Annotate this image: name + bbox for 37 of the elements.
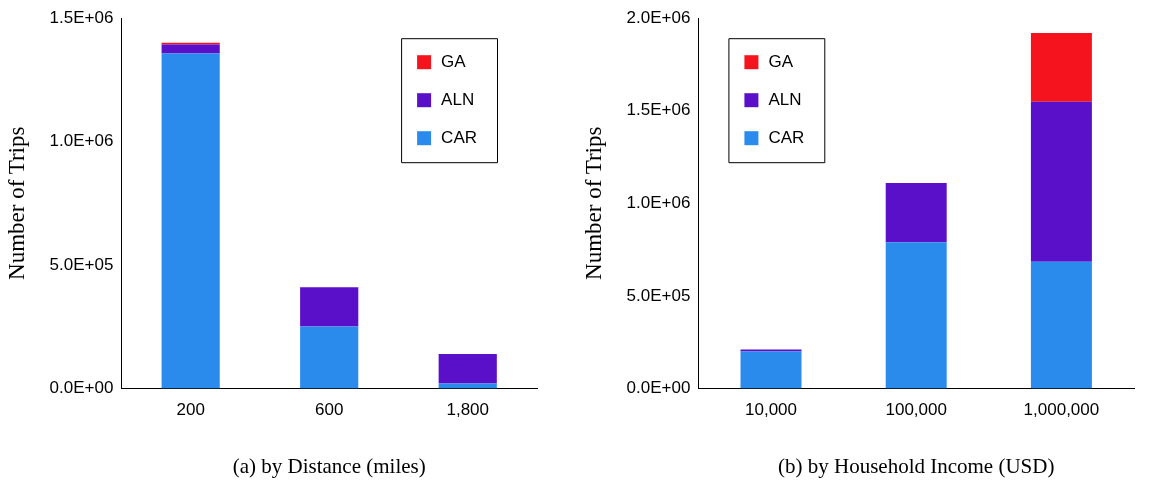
bar [161, 44, 220, 54]
x-tick-label: 10,000 [745, 400, 798, 420]
x-tick-label: 1,800 [446, 400, 490, 420]
bar [438, 383, 497, 389]
legend-label: ALN [768, 89, 802, 109]
y-tick-label: 2.0E+06 [626, 7, 691, 27]
x-tick-label: 200 [176, 400, 205, 420]
y-tick-label: 1.5E+06 [626, 100, 691, 120]
y-tick-label: 1.0E+06 [49, 131, 114, 151]
x-axis-title: (a) by Distance (miles) [232, 453, 426, 478]
x-tick-label: 600 [315, 400, 344, 420]
legend-label: CAR [768, 127, 805, 147]
y-tick-label: 0.0E+00 [626, 378, 691, 398]
y-tick-label: 1.5E+06 [49, 7, 114, 27]
legend-label: GA [441, 51, 467, 71]
bar [885, 242, 947, 389]
bar [1030, 261, 1092, 389]
y-axis-title: Number of Trips [580, 126, 606, 280]
legend-label: GA [768, 51, 794, 71]
legend-label: ALN [441, 89, 475, 109]
y-tick-label: 5.0E+05 [626, 285, 691, 305]
y-tick-label: 5.0E+05 [49, 254, 114, 274]
y-axis-title: Number of Trips [3, 126, 29, 280]
bar [740, 351, 802, 389]
bar [300, 287, 359, 327]
x-tick-label: 100,000 [885, 400, 947, 420]
bar [161, 53, 220, 389]
y-tick-label: 1.0E+06 [626, 192, 691, 212]
bar [438, 354, 497, 384]
x-axis-title: (b) by Household Income (USD) [777, 453, 1055, 478]
y-tick-label: 0.0E+00 [49, 378, 114, 398]
bar [300, 326, 359, 389]
bar [1030, 101, 1092, 262]
legend-label: CAR [441, 127, 478, 147]
bar [1030, 33, 1092, 102]
bar [885, 183, 947, 243]
x-tick-label: 1,000,000 [1023, 400, 1100, 420]
